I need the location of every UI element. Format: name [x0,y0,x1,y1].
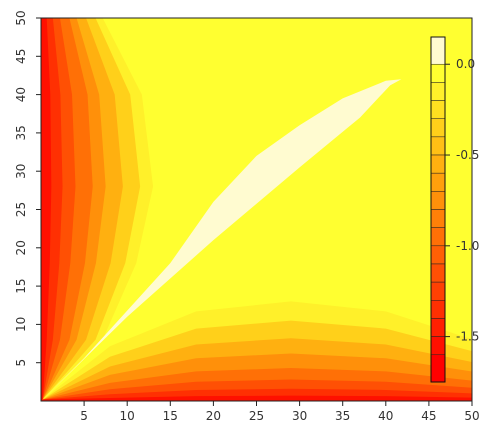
x-tick-label: 20 [206,409,221,423]
x-tick-label: 50 [464,409,479,423]
colorbar-swatch [430,354,446,383]
x-tick-label: 10 [120,409,135,423]
x-axis: 5 10 15 20 25 30 35 40 45 50 [80,401,480,423]
left-contour-band [41,18,52,401]
colorbar-swatch [430,263,446,283]
colorbar: 0.0 -0.5 -1.0 -1.5 [430,36,479,383]
colorbar-swatch [430,154,446,174]
y-tick-label: 25 [14,202,28,217]
y-tick-label: 10 [14,317,28,332]
y-tick-label: 5 [14,359,28,367]
colorbar-swatch [430,118,446,138]
colorbar-tick-label: -0.5 [456,148,479,162]
x-tick-label: 30 [292,409,307,423]
plot-panel [40,17,473,402]
x-tick-label: 25 [249,409,264,423]
colorbar-swatch [430,82,446,101]
y-tick-label: 50 [14,10,28,25]
x-tick-label: 35 [335,409,350,423]
y-tick-label: 40 [14,87,28,102]
x-tick-label: 15 [163,409,178,423]
colorbar-tick-label: 0.0 [456,57,475,71]
colorbar-frame [430,36,446,383]
colorbar-swatch [430,63,446,83]
y-tick-label: 45 [14,49,28,64]
colorbar-swatch [430,36,446,65]
colorbar-swatch [430,172,446,192]
x-tick-label: 5 [80,409,88,423]
x-tick-label: 40 [378,409,393,423]
colorbar-tick-label: -1.0 [456,239,479,253]
colorbar-swatch [430,227,446,247]
y-tick-label: 20 [14,240,28,255]
colorbar-swatch [430,209,446,228]
bottom-contour-band [41,395,472,401]
y-tick-label: 15 [14,278,28,293]
colorbar-tick-label: -1.5 [456,330,479,344]
colorbar-swatch [430,245,446,265]
diagonal-ridge [42,79,402,400]
colorbar-swatch [430,191,446,210]
colorbar-swatch [430,336,446,356]
colorbar-swatch [430,100,446,119]
x-tick-label: 45 [421,409,436,423]
y-tick-label: 35 [14,125,28,140]
y-tick-label: 30 [14,164,28,179]
y-axis: 5 10 15 20 25 30 35 40 45 50 [14,10,41,367]
colorbar-swatch [430,300,446,319]
colorbar-swatch [430,136,446,156]
colorbar-swatch [430,281,446,301]
colorbar-swatch [430,318,446,337]
